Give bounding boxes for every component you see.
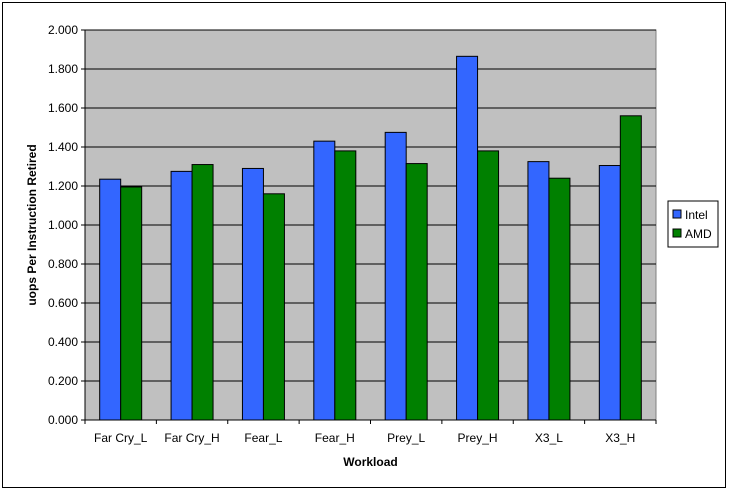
x-tick-label: Prey_H	[458, 431, 498, 445]
x-tick-label: Prey_L	[387, 431, 425, 445]
bar-amd-far-cry-h	[191, 164, 214, 421]
bar-amd-far-cry-l	[120, 186, 143, 421]
y-tick-label: 2.000	[48, 23, 78, 37]
bar-intel-x3-h	[598, 165, 621, 421]
bars	[99, 55, 642, 421]
y-tick-label: 1.000	[48, 218, 78, 232]
legend-swatch-amd	[672, 228, 682, 238]
y-tick-label: 0.600	[48, 296, 78, 310]
bar-amd-x3-l	[548, 177, 571, 421]
y-axis-title: uops Per Instruction Retired	[25, 144, 39, 305]
bar-amd-fear-h	[334, 150, 357, 421]
y-tick-labels: 0.000 0.200 0.400 0.600 0.800 1.000 1.200 1.400…	[48, 23, 78, 427]
y-tick-label: 1.600	[48, 101, 78, 115]
x-tick-label: X3_L	[535, 431, 563, 445]
y-tick-label: 0.400	[48, 335, 78, 349]
y-tick-label: 1.200	[48, 179, 78, 193]
bar-intel-x3-l	[527, 161, 550, 421]
legend-box	[667, 200, 719, 248]
x-tick-label: Far Cry_L	[94, 431, 148, 445]
axes	[81, 29, 657, 424]
legend-label-amd: AMD	[685, 227, 712, 241]
bar-intel-fear-l	[241, 167, 264, 421]
legend-swatch-intel	[672, 209, 682, 219]
y-tick-label: 0.000	[48, 413, 78, 427]
x-tick-label: X3_H	[605, 431, 635, 445]
y-tick-label: 1.800	[48, 62, 78, 76]
x-tick-label: Fear_H	[315, 431, 355, 445]
y-tick-label: 1.400	[48, 140, 78, 154]
bar-intel-prey-l	[384, 131, 407, 421]
bar-amd-fear-l	[262, 193, 285, 421]
bar-intel-far-cry-h	[170, 170, 193, 421]
bar-intel-prey-h	[456, 55, 479, 421]
bar-amd-prey-h	[477, 150, 500, 421]
bar-amd-prey-l	[405, 163, 428, 421]
legend: Intel AMD	[667, 200, 719, 248]
bar-intel-far-cry-l	[99, 178, 122, 421]
bar-amd-x3-h	[619, 115, 642, 421]
y-tick-label: 0.200	[48, 374, 78, 388]
x-tick-label: Far Cry_H	[164, 431, 219, 445]
legend-label-intel: Intel	[685, 208, 708, 222]
x-axis-title: Workload	[343, 455, 397, 469]
y-tick-label: 0.800	[48, 257, 78, 271]
bar-intel-fear-h	[313, 140, 336, 421]
x-tick-labels: Far Cry_L Far Cry_H Fear_L Fear_H Prey_L Prey…	[94, 431, 635, 445]
x-tick-label: Fear_L	[244, 431, 282, 445]
